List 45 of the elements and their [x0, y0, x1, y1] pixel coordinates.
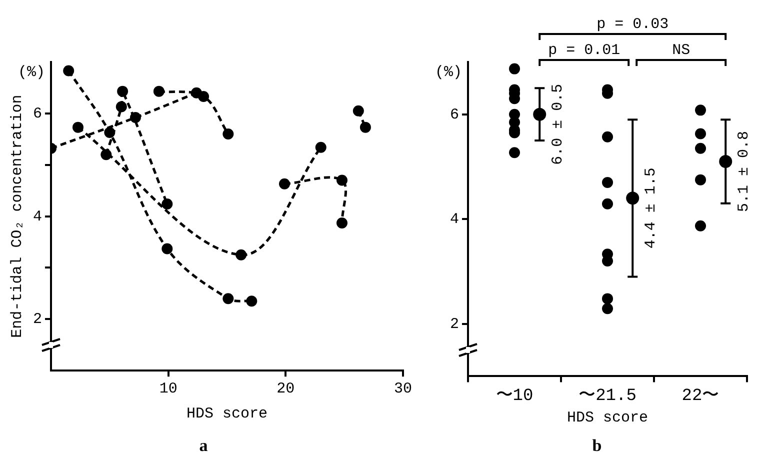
text: NS	[672, 42, 690, 59]
y-tick-label: 2	[32, 311, 42, 328]
point	[315, 142, 326, 153]
y-tick-label: 6	[450, 106, 459, 124]
text: (%)	[18, 64, 45, 81]
x-tick-label: 〜10	[496, 386, 534, 406]
data-label: 6.0 ± 0.5	[550, 84, 567, 165]
point	[352, 105, 364, 116]
point	[104, 126, 116, 138]
text: (%)	[434, 64, 462, 81]
text: a	[199, 436, 208, 456]
text: p = 0.01	[548, 42, 620, 59]
point	[246, 296, 258, 307]
point	[360, 122, 371, 133]
point	[162, 198, 173, 210]
point	[117, 86, 128, 97]
point	[336, 217, 348, 228]
x-tick-label: 〜21.5	[578, 386, 636, 406]
x-tick-label: 10	[159, 380, 178, 398]
point	[116, 101, 127, 112]
point	[162, 243, 173, 254]
point	[336, 174, 348, 186]
text: p = 0.03	[596, 16, 669, 33]
point	[222, 293, 234, 304]
x-tick-label: 30	[394, 380, 412, 398]
y-tick-label: 4	[450, 211, 459, 228]
point	[190, 87, 202, 98]
point	[63, 65, 74, 76]
data-label: 4.4 ± 1.5	[642, 168, 660, 249]
y-axis-title: End-tidal CO₂ concentration	[8, 94, 26, 338]
text: b	[592, 436, 602, 456]
point	[236, 249, 247, 260]
x-axis-title: HDS score	[186, 406, 268, 423]
point	[222, 128, 234, 140]
data-label: 5.1 ± 0.8	[736, 130, 753, 212]
y-tick-label: 4	[32, 208, 42, 226]
y-tick-label: 6	[32, 105, 42, 122]
point	[278, 178, 290, 190]
x-tick-label: 20	[276, 380, 295, 398]
point	[153, 86, 164, 97]
point	[130, 112, 141, 124]
point	[72, 122, 84, 133]
x-axis-title: HDS score	[566, 410, 648, 427]
y-tick-label: 2	[450, 316, 459, 333]
x-tick-label: 22〜	[682, 386, 720, 406]
